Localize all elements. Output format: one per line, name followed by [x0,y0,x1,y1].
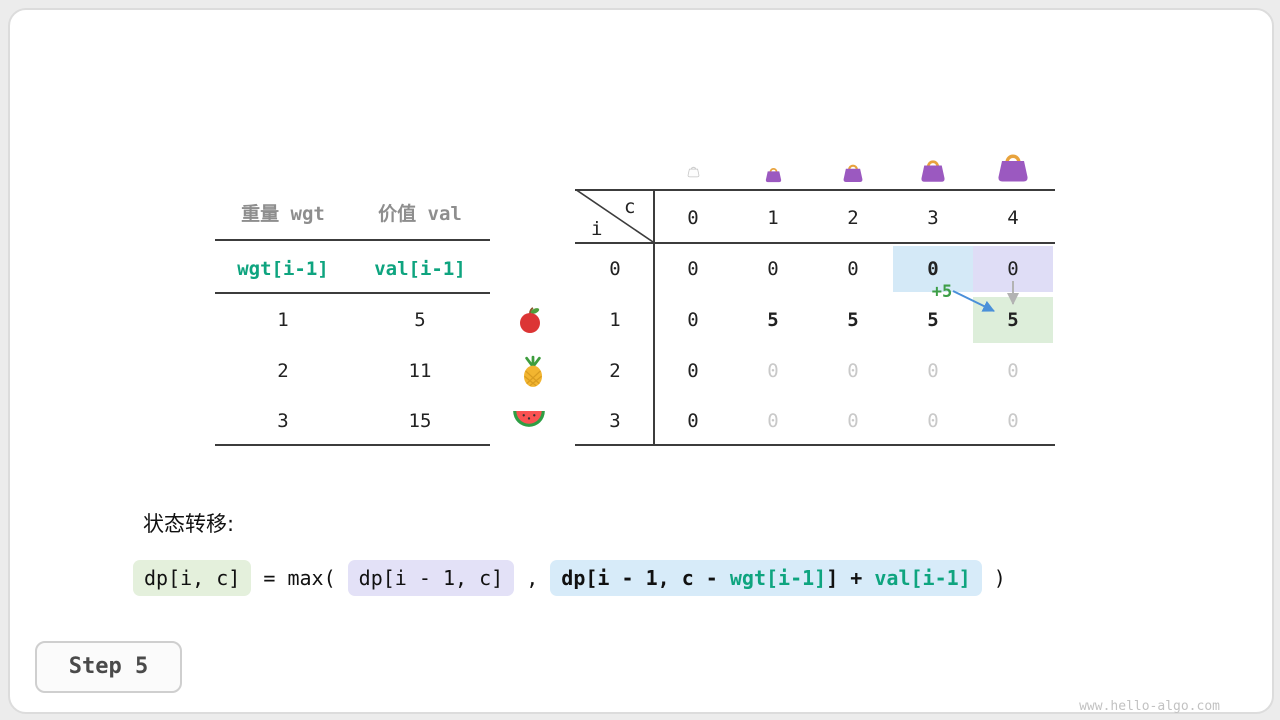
dp-cell: 0 [767,410,779,432]
bag-large-icon [917,156,949,183]
dp-corner-row-label: i [591,218,603,240]
dp-table-top-line [575,189,1055,191]
bag-medium-icon [840,161,866,183]
dp-table-header-line [575,242,1055,244]
items-table-divider [215,239,490,241]
items-formula-val: val[i-1] [374,258,466,280]
bag-xlarge-icon [993,149,1033,183]
dp-cell: 0 [767,360,779,382]
dp-cell: 0 [1007,410,1019,432]
dp-col-header: 0 [687,207,699,229]
dp-cell: 5 [767,309,779,331]
formula-equals-max: = max( [251,566,348,590]
dp-cell: 0 [927,360,939,382]
dp-cell: 0 [687,309,699,331]
dp-cell: 0 [847,258,859,280]
item-row-wgt: 2 [277,360,289,382]
plus-five-annotation: +5 [931,282,953,302]
blue-arrow [952,290,995,312]
dp-cell: 0 [767,258,779,280]
dp-col-header: 3 [927,207,939,229]
figure-card [8,8,1274,714]
dp-cell: 5 [927,309,939,331]
formula-term2: dp[i - 1, c - wgt[i-1]] + val[i-1] [550,560,982,596]
dp-row-header: 3 [609,410,621,432]
formula-lhs: dp[i, c] [133,560,252,596]
watermelon-icon [512,410,546,430]
dp-col-header: 2 [847,207,859,229]
transition-arrows [890,275,1060,320]
bag-small-icon [763,165,784,183]
pineapple-icon [518,355,548,387]
formula-term1: dp[i - 1, c] [347,560,515,596]
dp-table-bottom-line [575,444,1055,446]
dp-col-header: 4 [1007,207,1019,229]
dp-cell: 0 [687,258,699,280]
dp-cell: 0 [687,410,699,432]
state-transition-label: 状态转移: [143,512,235,536]
step-badge: Step 5 [35,641,182,693]
dp-corner-col-label: c [624,196,636,218]
formula-term2-val: val[i-1] [874,566,971,590]
dp-cell: 5 [847,309,859,331]
dp-col-header: 1 [767,207,779,229]
formula-close-paren: ) [981,566,1006,590]
formula-comma: , [514,566,551,590]
dp-table-vertical-line [653,189,655,445]
items-col-value-header: 价值 val [378,203,462,225]
formula-term2-wgt: wgt[i-1] [729,566,827,590]
formula-term2-plus: ] + [826,566,875,590]
items-formula-wgt: wgt[i-1] [237,258,329,280]
item-row-wgt: 3 [277,410,289,432]
dp-row-header: 1 [609,309,621,331]
item-row-val: 5 [414,309,426,331]
items-table-divider [215,444,490,446]
apple-icon [516,306,544,334]
dp-table-corner-diagonal [575,189,653,243]
dp-cell-source-blue: 0 [893,246,973,292]
dp-row-header: 0 [609,258,621,280]
item-row-val: 15 [408,410,432,432]
dp-cell: 0 [687,360,699,382]
transition-formula: dp[i, c] = max( dp[i - 1, c] , dp[i - 1,… [133,560,1006,596]
formula-term2-dp: dp[i - 1, c - [561,566,730,590]
item-row-wgt: 1 [277,309,289,331]
dp-cell: 0 [847,360,859,382]
dp-cell: 0 [847,410,859,432]
dp-row-header: 2 [609,360,621,382]
bag-empty-icon [686,164,701,178]
items-table-divider [215,292,490,294]
dp-cell: 0 [927,410,939,432]
watermark: www.hello-algo.com [1079,699,1220,714]
dp-cell: 0 [1007,360,1019,382]
items-col-weight-header: 重量 wgt [241,203,325,225]
item-row-val: 11 [408,360,432,382]
